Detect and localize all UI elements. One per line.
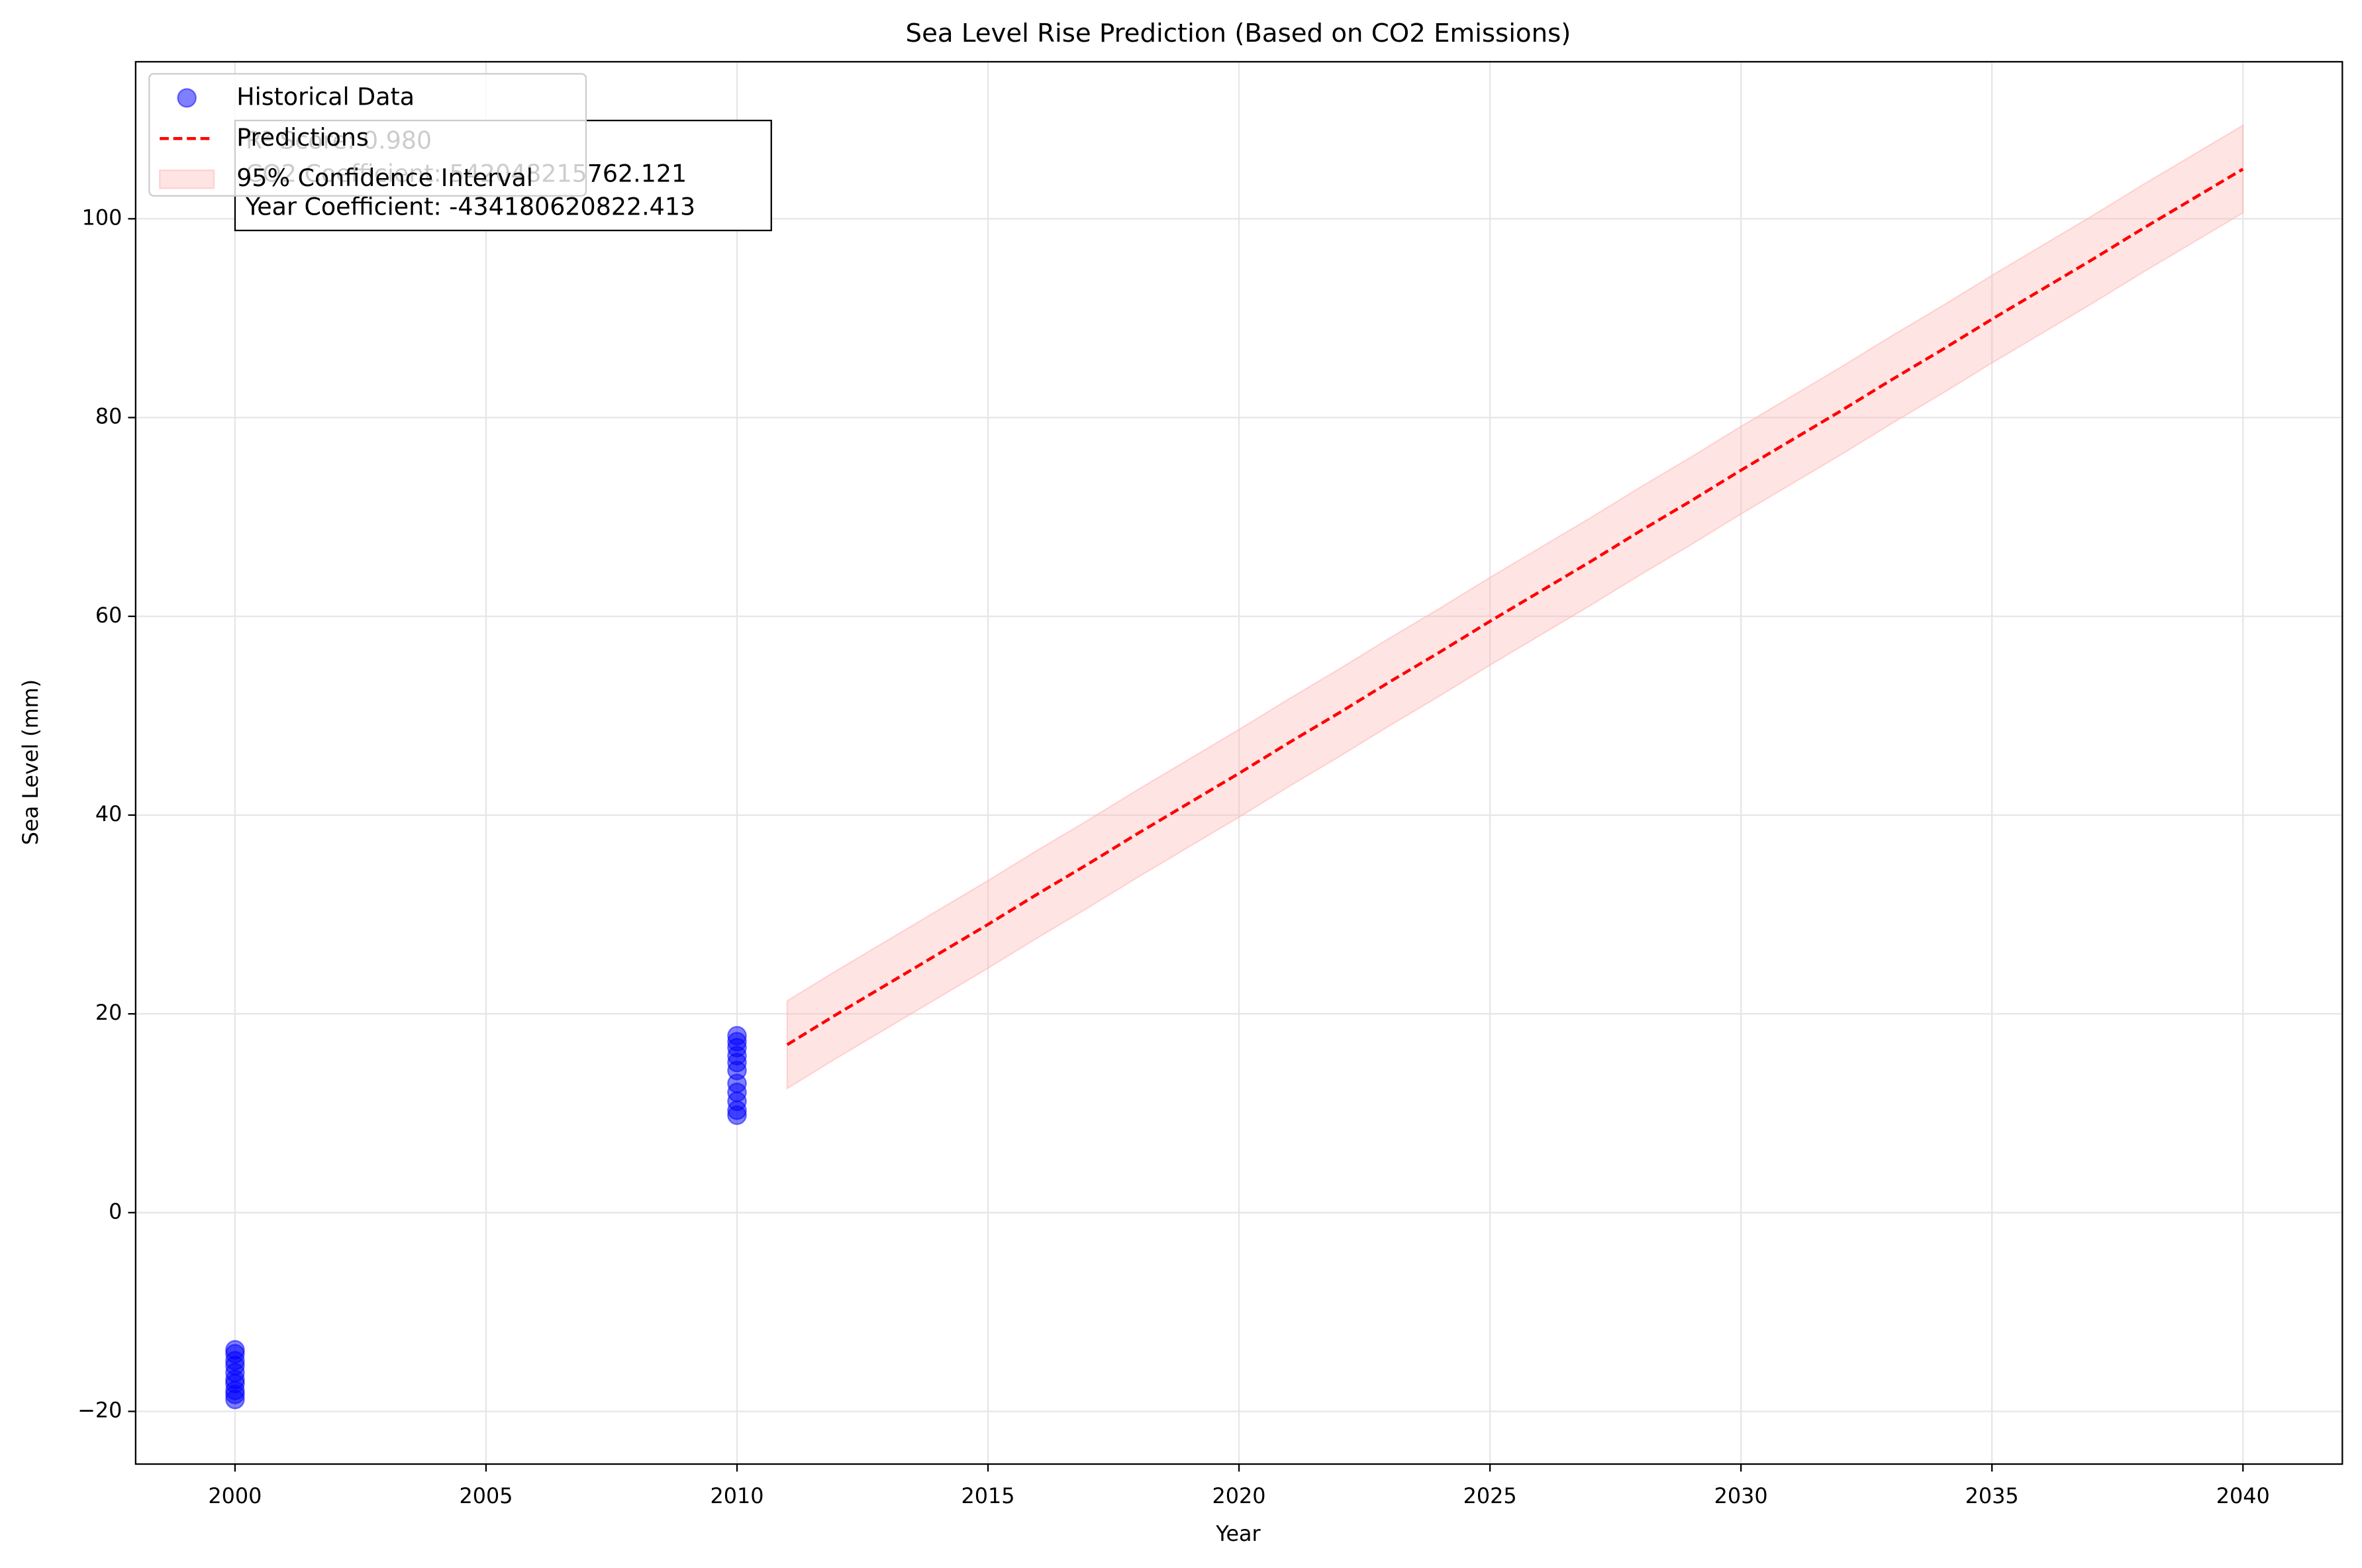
- y-tick-label: 100: [82, 205, 123, 230]
- annotation-text: Year Coefficient: -434180620822.413: [245, 192, 695, 220]
- x-tick-label: 2035: [1965, 1483, 2019, 1508]
- x-tick-label: 2015: [961, 1483, 1015, 1508]
- legend-box: [148, 73, 587, 197]
- prediction-line: [786, 168, 2244, 1046]
- x-tick-label: 2020: [1212, 1483, 1266, 1508]
- x-tick-label: 2040: [2216, 1483, 2270, 1508]
- x-tick-label: 2005: [459, 1483, 513, 1508]
- data-point: [225, 1340, 245, 1360]
- legend-marker: [177, 88, 197, 108]
- x-tick-label: 2010: [710, 1483, 763, 1508]
- y-tick-label: 80: [95, 404, 123, 429]
- y-tick-label: 20: [95, 1000, 123, 1025]
- x-tick-label: 2025: [1463, 1483, 1517, 1508]
- x-tick-label: 2030: [1714, 1483, 1768, 1508]
- legend-marker: [159, 169, 215, 189]
- y-tick-label: −20: [77, 1397, 122, 1422]
- legend-label: Predictions: [236, 123, 369, 152]
- y-axis-label: Sea Level (mm): [18, 679, 43, 845]
- y-tick-label: 0: [109, 1199, 122, 1224]
- x-tick-label: 2000: [208, 1483, 262, 1508]
- y-tick-label: 40: [95, 801, 123, 826]
- chart-title: Sea Level Rise Prediction (Based on CO2 …: [906, 19, 1571, 48]
- axes-frame: [134, 61, 2343, 1465]
- x-axis-label: Year: [1215, 1521, 1261, 1546]
- y-tick-label: 60: [95, 603, 123, 628]
- legend-label: Historical Data: [236, 82, 415, 111]
- legend-label: 95% Confidence Interval: [236, 164, 533, 192]
- data-point: [727, 1026, 747, 1046]
